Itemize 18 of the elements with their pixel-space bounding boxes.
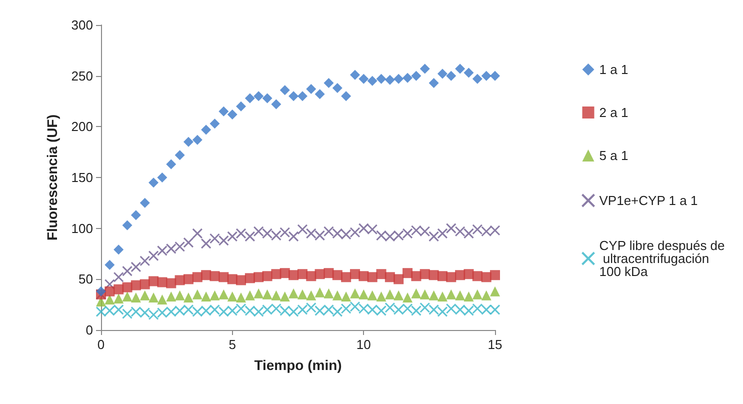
legend-label: VP1e+CYP 1 a 1 xyxy=(599,193,698,208)
y-tick-label: 0 xyxy=(86,322,93,338)
x-tick-label: 15 xyxy=(488,337,502,352)
y-tick-label: 250 xyxy=(71,68,93,84)
x-axis-title: Tiempo (min) xyxy=(254,357,342,373)
x-tick-label: 0 xyxy=(97,337,105,352)
legend-label: 1 a 1 xyxy=(599,62,628,77)
y-tick-label: 200 xyxy=(71,119,93,134)
legend-label: 5 a 1 xyxy=(599,148,628,163)
y-tick-label: 300 xyxy=(71,18,93,32)
y-tick-label: 100 xyxy=(71,220,93,236)
legend-label: CYP libre después de ultracentrifugación 100 kDa xyxy=(599,238,725,279)
y-tick-label: 150 xyxy=(71,170,93,185)
x-tick-label: 10 xyxy=(356,337,371,352)
y-axis-title: Fluorescencia (UF) xyxy=(44,114,60,241)
x-tick-label: 5 xyxy=(228,337,236,352)
y-tick-label: 50 xyxy=(78,272,93,287)
legend-label: 2 a 1 xyxy=(599,105,628,120)
